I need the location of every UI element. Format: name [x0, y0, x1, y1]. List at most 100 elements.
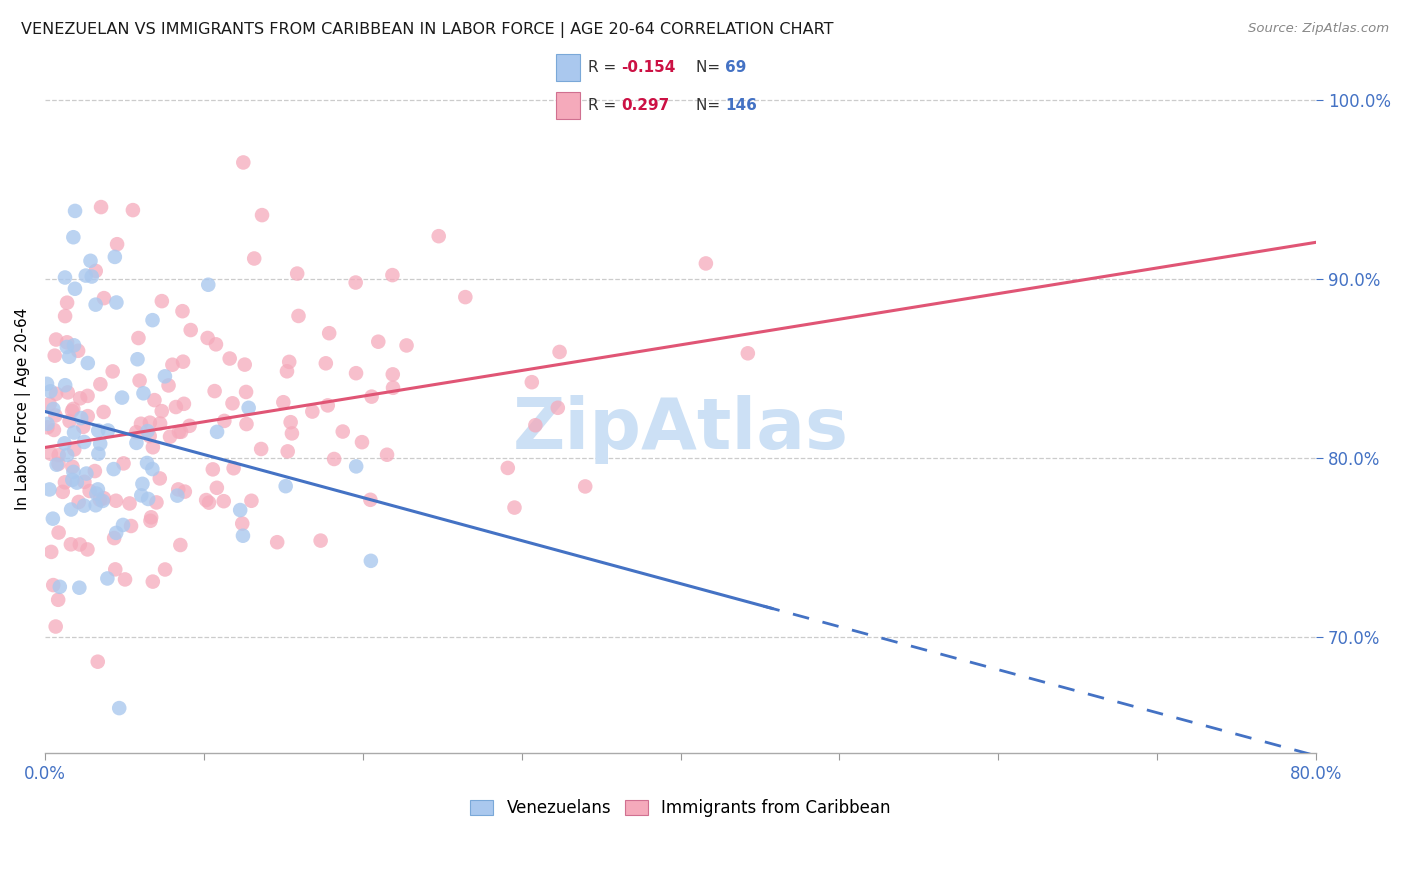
Text: VENEZUELAN VS IMMIGRANTS FROM CARIBBEAN IN LABOR FORCE | AGE 20-64 CORRELATION C: VENEZUELAN VS IMMIGRANTS FROM CARIBBEAN … [21, 22, 834, 38]
Point [105, 525, 128, 540]
Point [60, 502, 83, 516]
Point [63, 282, 86, 296]
Point [198, 496, 221, 510]
Point [49, 580, 72, 594]
Point [167, 425, 190, 439]
Point [149, 417, 172, 431]
Point [166, 489, 188, 503]
Point [87, 655, 110, 669]
Point [127, 331, 149, 345]
Point [232, 155, 254, 169]
Point [367, 334, 389, 349]
Point [35, 376, 58, 391]
Point [142, 440, 165, 454]
Point [52, 484, 75, 499]
Point [56, 335, 79, 350]
Text: R =: R = [588, 60, 621, 75]
Point [84, 498, 107, 512]
Point [58, 350, 80, 364]
Point [80, 269, 103, 284]
Point [48, 525, 70, 540]
Point [145, 495, 167, 509]
Point [76, 389, 98, 403]
Point [45, 619, 67, 633]
Point [122, 203, 145, 218]
Point [125, 425, 148, 440]
Text: N=: N= [696, 98, 725, 113]
Y-axis label: In Labor Force | Age 20-64: In Labor Force | Age 20-64 [15, 307, 31, 509]
Point [172, 354, 194, 368]
Point [103, 462, 125, 476]
Point [89, 377, 111, 392]
Point [105, 237, 128, 252]
Point [69, 392, 91, 406]
Point [274, 479, 297, 493]
Point [84, 264, 107, 278]
Point [127, 352, 149, 367]
Point [96, 572, 118, 586]
Point [179, 418, 201, 433]
Point [204, 384, 226, 398]
Point [63, 203, 86, 218]
Point [58, 414, 80, 428]
Point [118, 496, 141, 510]
Point [73, 475, 96, 489]
Point [42, 423, 65, 437]
Point [360, 390, 382, 404]
Point [344, 459, 367, 474]
Point [197, 331, 219, 345]
Point [132, 386, 155, 401]
Point [72, 419, 94, 434]
Point [344, 366, 367, 380]
Point [139, 416, 162, 430]
Point [104, 250, 127, 264]
Point [56, 448, 79, 462]
Point [129, 488, 152, 502]
Point [233, 358, 256, 372]
Point [315, 356, 337, 370]
Point [44, 409, 66, 423]
Point [45, 386, 67, 401]
Point [45, 333, 67, 347]
Point [153, 369, 176, 384]
Point [91, 494, 114, 508]
Point [63, 338, 86, 352]
Point [73, 499, 96, 513]
Point [574, 479, 596, 493]
Point [454, 290, 477, 304]
Point [496, 461, 519, 475]
Point [75, 268, 97, 283]
Point [238, 401, 260, 415]
Point [243, 252, 266, 266]
Point [62, 230, 84, 244]
Point [205, 425, 228, 439]
Point [143, 393, 166, 408]
Point [63, 442, 86, 457]
Point [214, 414, 236, 428]
Point [235, 384, 257, 399]
Point [104, 562, 127, 576]
Point [153, 562, 176, 576]
Point [285, 267, 308, 281]
Point [84, 298, 107, 312]
Point [695, 256, 717, 270]
Point [197, 277, 219, 292]
Point [111, 391, 134, 405]
Point [69, 537, 91, 551]
Point [101, 364, 124, 378]
Point [162, 358, 184, 372]
Point [38, 397, 60, 411]
Point [381, 368, 404, 382]
Point [62, 465, 84, 479]
Point [87, 424, 110, 438]
Point [301, 404, 323, 418]
Point [90, 200, 112, 214]
Point [222, 461, 245, 475]
Point [86, 486, 108, 500]
Point [180, 323, 202, 337]
Text: 69: 69 [725, 60, 747, 75]
Point [138, 429, 160, 443]
Point [75, 467, 97, 481]
Point [395, 338, 418, 352]
Point [89, 492, 111, 507]
